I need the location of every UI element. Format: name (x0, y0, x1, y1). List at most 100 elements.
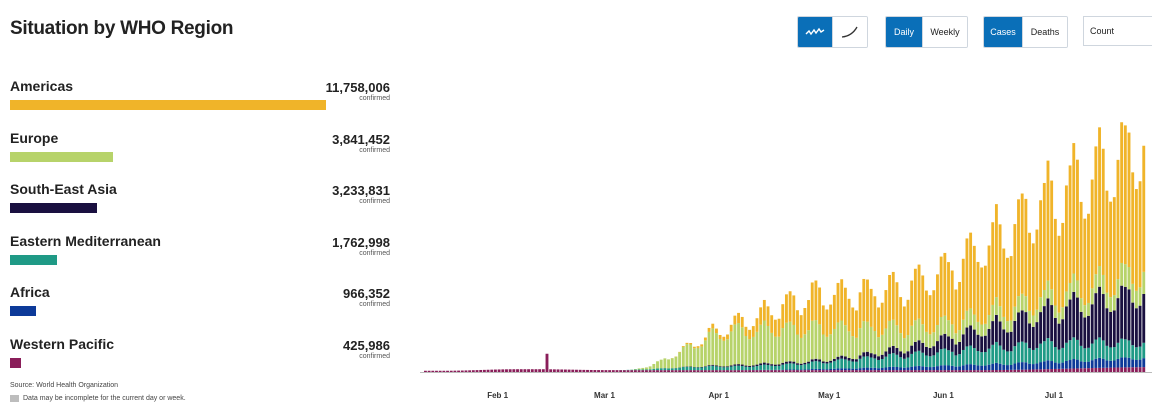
bar-segment (851, 370, 855, 372)
bar-segment (619, 370, 623, 372)
bar-segment (759, 370, 763, 372)
bar-segment (1017, 362, 1020, 370)
bar-segment (799, 363, 803, 366)
bar-segment (1083, 317, 1087, 349)
bar-segment (681, 367, 685, 371)
linear-scale-button[interactable] (798, 17, 832, 47)
bar-segment (862, 352, 866, 357)
deaths-button[interactable]: Deaths (1022, 17, 1067, 47)
bar-segment (799, 370, 803, 372)
cases-button[interactable]: Cases (984, 17, 1022, 47)
bar-segment (482, 369, 486, 372)
bar-segment (906, 357, 910, 368)
bar-segment (748, 366, 752, 371)
bar-segment (825, 309, 829, 337)
bar-segment (1068, 360, 1072, 369)
bar-segment (965, 327, 969, 347)
bar-segment (549, 369, 553, 372)
region-row[interactable]: Eastern Mediterranean 1,762,998 confirmed (10, 233, 390, 285)
bar-segment (991, 363, 995, 371)
bar-segment (556, 369, 560, 372)
bar-segment (832, 370, 836, 372)
bar-segment (843, 325, 847, 357)
bar-segment (1105, 308, 1109, 346)
bar-segment (685, 342, 689, 345)
bar-segment (703, 340, 707, 367)
bar-segment (645, 370, 648, 372)
bar-segment (932, 366, 936, 371)
bar-segment (965, 238, 969, 311)
bar-segment (479, 369, 483, 372)
metric-select[interactable]: Count (1083, 16, 1152, 46)
bar-segment (715, 328, 718, 334)
region-row[interactable]: Europe 3,841,452 confirmed (10, 130, 390, 182)
bar-segment (722, 367, 726, 371)
bar-segment (843, 370, 847, 372)
region-row[interactable]: Africa 966,352 confirmed (10, 284, 390, 336)
bar-segment (961, 334, 965, 350)
bar-segment (825, 370, 829, 372)
bar-segment (792, 324, 796, 362)
bar-segment (751, 370, 755, 372)
bar-segment (807, 300, 810, 331)
bar-segment (785, 370, 788, 372)
bar-segment (1142, 358, 1146, 368)
bar-segment (1134, 308, 1138, 348)
bar-segment (427, 370, 431, 372)
bar-segment (1053, 362, 1057, 369)
bar-segment (807, 363, 810, 370)
bar-segment (1131, 345, 1135, 360)
daily-button[interactable]: Daily (886, 17, 922, 47)
bar-segment (1098, 266, 1101, 287)
weekly-button[interactable]: Weekly (922, 17, 967, 47)
bar-segment (880, 367, 884, 371)
bar-segment (1002, 369, 1006, 372)
region-bar (10, 151, 114, 162)
bar-segment (1116, 342, 1120, 359)
bar-segment (766, 365, 770, 370)
region-row[interactable]: Western Pacific 425,986 confirmed (10, 336, 390, 388)
bar-segment (899, 367, 903, 371)
bar-segment (891, 366, 895, 371)
bar-segment (906, 370, 910, 372)
bar-segment (1006, 365, 1009, 370)
bar-segment (902, 353, 906, 359)
bar-segment (961, 370, 965, 372)
region-row[interactable]: Americas 11,758,006 confirmed (10, 78, 390, 130)
bar-segment (1101, 358, 1105, 368)
bar-segment (685, 370, 689, 372)
bar-segment (928, 334, 932, 348)
bar-segment (969, 364, 973, 371)
bar-segment (1120, 357, 1124, 368)
bar-segment (969, 325, 973, 346)
bar-segment (987, 348, 991, 365)
bar-segment (910, 325, 914, 346)
bar-segment (1024, 296, 1028, 313)
bar-segment (744, 326, 748, 336)
bar-segment (656, 368, 659, 371)
bar-segment (1013, 224, 1017, 307)
bar-segment (1039, 297, 1043, 313)
bar-segment (1134, 347, 1138, 360)
region-row[interactable]: South-East Asia 3,233,831 confirmed (10, 181, 390, 233)
bar-segment (645, 369, 648, 371)
bar-segment (807, 361, 810, 364)
bar-segment (1083, 218, 1087, 306)
bar-segment (961, 365, 965, 371)
bar-segment (667, 359, 670, 369)
bar-segment (1101, 340, 1105, 359)
bar-segment (847, 298, 851, 332)
bar-segment (692, 346, 696, 349)
bar-segment (762, 299, 766, 321)
log-scale-button[interactable] (832, 17, 867, 47)
bar-segment (829, 360, 833, 363)
bar-segment (869, 370, 873, 372)
scale-toggle (797, 16, 868, 48)
bar-segment (965, 310, 969, 328)
bar-segment (545, 353, 549, 372)
bar-segment (667, 370, 670, 372)
bar-segment (1131, 302, 1135, 346)
bar-segment (1101, 367, 1105, 372)
bar-segment (512, 369, 516, 372)
bar-segment (1002, 316, 1006, 330)
